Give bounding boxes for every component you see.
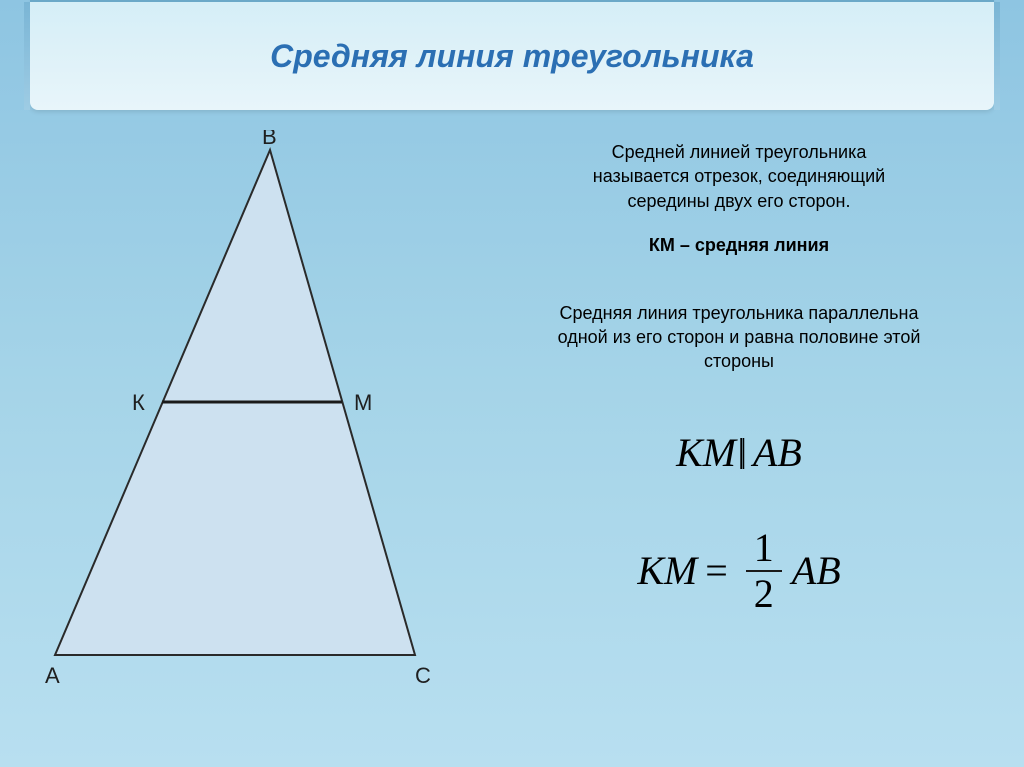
midline-label: КМ – средняя линия: [494, 235, 984, 256]
vertex-label-c: С: [415, 663, 431, 688]
definition-line2: называется отрезок, соединяющий: [593, 166, 885, 186]
title-panel: Средняя линия треугольника: [30, 0, 994, 110]
definition-line3: середины двух его сторон.: [628, 191, 851, 211]
midpoint-label-m: М: [354, 390, 372, 415]
equals-sign: =: [705, 547, 728, 594]
formula-lhs: КМ: [676, 429, 736, 476]
triangle-svg: А В С К М: [20, 130, 440, 690]
midpoint-label-k: К: [132, 390, 145, 415]
formula2-lhs: КМ: [637, 547, 697, 594]
formula-rhs: АВ: [753, 429, 802, 476]
page-title: Средняя линия треугольника: [270, 38, 754, 75]
slide: Средняя линия треугольника А В С К М Сре…: [0, 0, 1024, 767]
theorem-line1: Средняя линия треугольника параллельна: [560, 303, 919, 323]
formula-parallel: КМ || АВ: [676, 429, 802, 476]
theorem-line2: одной из его сторон и равна половине это…: [558, 327, 921, 347]
vertex-label-b: В: [262, 130, 277, 149]
content-area: А В С К М Средней линией треугольника на…: [0, 130, 1024, 767]
parallel-symbol: ||: [740, 433, 749, 471]
theorem-text: Средняя линия треугольника параллельна о…: [494, 301, 984, 374]
vertex-label-a: А: [45, 663, 60, 688]
definition-text: Средней линией треугольника называется о…: [494, 140, 984, 213]
text-column: Средней линией треугольника называется о…: [494, 130, 984, 616]
formula-half: КМ = 1 2 АВ: [494, 526, 984, 616]
triangle-diagram: А В С К М: [20, 130, 440, 690]
definition-line1: Средней линией треугольника: [612, 142, 867, 162]
theorem-line3: стороны: [704, 351, 774, 371]
fraction-den: 2: [746, 572, 782, 616]
formula2-rhs: АВ: [792, 547, 841, 594]
fraction: 1 2: [746, 526, 782, 616]
fraction-num: 1: [746, 526, 782, 572]
